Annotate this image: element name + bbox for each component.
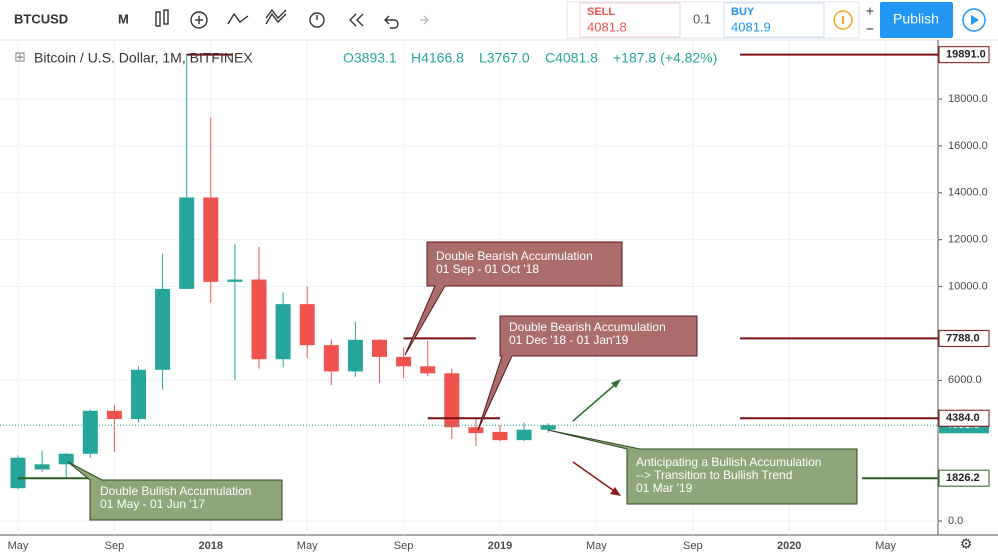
annotation-line: --> Transition to Bullish Trend — [636, 468, 792, 482]
x-tick-label: Sep — [394, 540, 414, 552]
y-tick-label: 14000.0 — [948, 187, 988, 199]
candle-body — [516, 429, 532, 441]
level-label: 7788.0 — [946, 332, 980, 344]
candle-body — [468, 427, 484, 434]
candle-body — [396, 356, 412, 367]
annotation-line: 01 Dec '18 - 01 Jan'19 — [509, 333, 629, 347]
candle-body — [372, 339, 387, 357]
x-tick-label: May — [8, 540, 29, 552]
candle-body — [131, 369, 146, 420]
candle-body — [299, 304, 315, 346]
x-tick-label: Sep — [105, 540, 125, 552]
legend-open: O3893.1 — [343, 50, 397, 66]
x-tick-label: May — [297, 540, 318, 552]
settings-icon[interactable]: ⚙ — [960, 536, 973, 552]
x-tick-label: 2018 — [199, 540, 223, 552]
toolbar-icons[interactable] — [155, 8, 429, 29]
candle-body — [251, 279, 267, 360]
annotation-line: 01 May - 01 Jun '17 — [100, 497, 205, 511]
candle-body — [323, 345, 339, 372]
sell-label: SELL — [587, 6, 615, 18]
legend-toggle[interactable]: ⊞ — [14, 49, 26, 65]
grid — [0, 40, 942, 535]
plus-button[interactable]: + — [866, 3, 874, 19]
x-tick-label: May — [875, 540, 896, 552]
legend-close: C4081.8 — [545, 50, 598, 66]
symbol[interactable]: BTCUSD — [14, 11, 68, 26]
candle-body — [106, 410, 122, 420]
y-tick-label: 16000.0 — [948, 140, 988, 152]
y-tick-label: 10000.0 — [948, 280, 988, 292]
y-tick-label: 6000.0 — [948, 374, 982, 386]
candle-body — [540, 425, 556, 430]
candle-body — [10, 457, 26, 489]
level-tag — [938, 46, 990, 64]
sell-price: 4081.8 — [587, 19, 627, 34]
annotation-line: Double Bullish Accumulation — [100, 484, 251, 498]
callout-4: Anticipating a Bullish Accumulation --> … — [547, 429, 858, 505]
candle-body — [203, 197, 219, 282]
candle-body — [179, 197, 195, 289]
candle-body — [58, 453, 74, 465]
level-tag — [938, 469, 990, 487]
callout-2: Double Bearish Accumulation 01 Dec '18 -… — [477, 315, 698, 431]
candle-body — [275, 304, 291, 360]
candle-body — [420, 366, 436, 374]
quantity[interactable]: 0.1 — [693, 11, 711, 26]
candle-body — [227, 279, 243, 282]
callout-3: Double Bullish Accumulation 01 May - 01 … — [67, 461, 283, 521]
marks — [0, 53, 938, 490]
annotation-line: 01 Mar '19 — [636, 481, 693, 495]
legend-high: H4166.8 — [411, 50, 464, 66]
legend-change: +187.8 (+4.82%) — [613, 50, 717, 66]
minus-button[interactable]: − — [866, 21, 874, 37]
publish-label: Publish — [893, 11, 939, 27]
candle-body — [492, 431, 508, 441]
arrows — [572, 379, 621, 496]
y-tick-label: 18000.0 — [948, 93, 988, 105]
annotation-line: Anticipating a Bullish Accumulation — [636, 455, 821, 469]
legend-low: L3767.0 — [479, 50, 530, 66]
x-tick-label: Sep — [683, 540, 703, 552]
sell-button[interactable] — [579, 2, 681, 38]
level-tag — [938, 329, 990, 347]
candle-body — [34, 464, 50, 470]
annotation-line: Double Bearish Accumulation — [509, 320, 666, 334]
annotation-line: Double Bearish Accumulation — [436, 249, 593, 263]
x-tick-label: 2020 — [777, 540, 801, 552]
level-label: 19891.0 — [946, 49, 986, 61]
y-tick-label: 0.0 — [948, 515, 963, 527]
candle-body — [82, 410, 98, 454]
play-button[interactable] — [962, 8, 986, 32]
x-tick-label: May — [586, 540, 607, 552]
level-label: 1826.2 — [946, 472, 980, 484]
buy-price: 4081.9 — [731, 19, 771, 34]
publish-button[interactable] — [880, 2, 953, 38]
info-icon[interactable] — [833, 10, 853, 30]
annotation-line: 01 Sep - 01 Oct '18 — [436, 262, 539, 276]
buy-label: BUY — [731, 6, 755, 18]
play-icon — [971, 15, 979, 25]
legend-symbol: Bitcoin / U.S. Dollar, 1M, BITFINEX — [34, 50, 253, 66]
candle-body — [155, 288, 171, 370]
callout-1: Double Bearish Accumulation 01 Sep - 01 … — [404, 241, 623, 356]
interval[interactable]: M — [118, 11, 129, 26]
level-label: 4384.0 — [946, 412, 980, 424]
buy-button[interactable] — [723, 2, 825, 38]
level-tag — [938, 409, 990, 427]
x-tick-label: 2019 — [488, 540, 512, 552]
y-tick-label: 12000.0 — [948, 234, 988, 246]
candle-body — [444, 373, 460, 428]
candle-body — [347, 339, 363, 372]
